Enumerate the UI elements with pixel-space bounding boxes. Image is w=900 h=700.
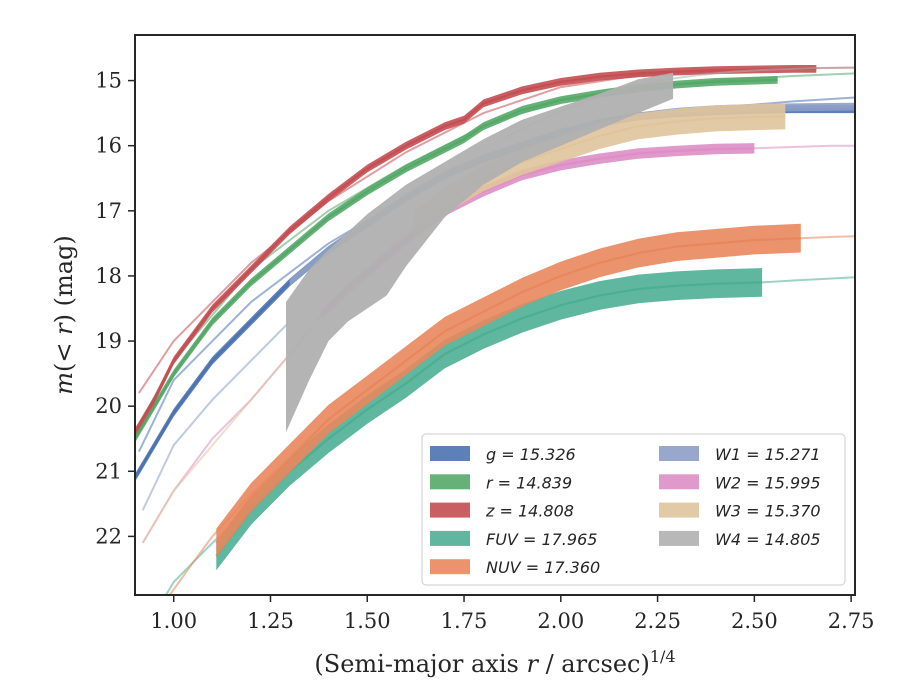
- y-tick-label: 20: [95, 394, 122, 418]
- legend-swatch: [659, 446, 699, 461]
- x-axis-label-tail: / arcsec): [538, 650, 650, 678]
- y-axis-label-m: m: [50, 372, 78, 395]
- legend-swatch: [659, 474, 699, 490]
- legend-label: z = 14.808: [485, 502, 574, 521]
- series-nuv-band: [216, 223, 801, 558]
- legend-swatch: [430, 559, 470, 575]
- series-z: [135, 65, 855, 437]
- series-w4: [286, 66, 855, 433]
- legend-entry-g: g = 15.326: [430, 445, 576, 464]
- series-fuv-band: [216, 268, 763, 571]
- series-nuv: [168, 223, 855, 595]
- legend-label: W1 = 15.271: [715, 445, 821, 464]
- y-tick-label: 18: [95, 264, 122, 288]
- y-tick-label: 16: [95, 134, 122, 158]
- y-tick-label: 19: [95, 329, 122, 353]
- y-axis-label: m(< r) (mag): [50, 235, 78, 395]
- legend-box: [421, 433, 846, 586]
- legend-label: g = 15.326: [486, 445, 576, 464]
- legend-label: W4 = 14.805: [715, 530, 821, 549]
- y-tick-label: 17: [95, 199, 122, 223]
- series-fuv-line: [215, 281, 763, 557]
- series-w1-faded-line: [141, 320, 291, 511]
- axis-ticks: 1.00 1.25 1.50 1.75 2.00 2.25 2.50 2.75 15 16 17 18…: [95, 69, 874, 633]
- x-tick-label: 1.75: [441, 609, 488, 633]
- x-tick-label: 1.25: [247, 609, 294, 633]
- legend-entry-fuv: FUV = 17.965: [430, 530, 597, 549]
- y-axis-label-tail: ) (mag): [50, 235, 78, 323]
- x-axis-label-main: (Semi-major axis: [314, 650, 526, 678]
- x-tick-label: 2.25: [634, 609, 681, 633]
- x-axis-label: (Semi-major axis r / arcsec)1/4: [314, 647, 675, 678]
- series-w4-band: [286, 72, 674, 433]
- series-w2-faded-tail: [754, 144, 855, 150]
- legend-entry-z: z = 14.808: [430, 502, 574, 521]
- x-tick-label: 2.50: [731, 609, 778, 633]
- legend-swatch: [430, 502, 470, 518]
- legend-swatch: [430, 446, 470, 461]
- legend-entry-w3: W3 = 15.370: [659, 502, 821, 521]
- x-tick-label: 1.00: [150, 609, 197, 633]
- legend-label: W2 = 15.995: [715, 473, 821, 492]
- x-axis-label-sup: 1/4: [650, 647, 676, 666]
- legend-entry-w1: W1 = 15.271: [659, 445, 821, 464]
- legend-swatch: [659, 530, 699, 546]
- y-tick-label: 15: [95, 69, 122, 93]
- legend-entry-w2: W2 = 15.995: [659, 473, 821, 492]
- legend-entry-w4: W4 = 14.805: [659, 530, 821, 549]
- x-axis-label-var: r: [526, 650, 539, 678]
- series-nuv-faded-tail: [800, 235, 855, 240]
- legend-swatch: [430, 474, 470, 490]
- series-z-line: [135, 67, 817, 433]
- axes-frame: [134, 34, 856, 596]
- y-tick-label: 21: [95, 459, 122, 483]
- plot-area: [135, 65, 855, 595]
- x-tick-label: 1.50: [344, 609, 391, 633]
- y-axis-label-mid: (<: [50, 335, 78, 372]
- legend-label: FUV = 17.965: [486, 530, 597, 549]
- x-tick-label: 2.75: [828, 609, 875, 633]
- legend-entry-nuv: NUV = 17.360: [430, 558, 600, 577]
- legend-label: r = 14.839: [486, 473, 572, 492]
- legend-swatch: [659, 502, 699, 518]
- y-tick-label: 22: [95, 524, 122, 548]
- legend-label: W3 = 15.370: [715, 502, 821, 521]
- legend-swatch: [430, 530, 470, 546]
- legend: g = 15.326 r = 14.839 z = 14.808 FUV = 17.9…: [421, 433, 846, 586]
- series-nuv-line: [215, 237, 801, 544]
- series-fuv-faded-tail: [762, 276, 855, 284]
- y-axis-label-r: r: [50, 322, 78, 335]
- legend-label: NUV = 17.360: [486, 558, 600, 577]
- legend-entry-r: r = 14.839: [430, 473, 572, 492]
- x-tick-label: 2.00: [537, 609, 584, 633]
